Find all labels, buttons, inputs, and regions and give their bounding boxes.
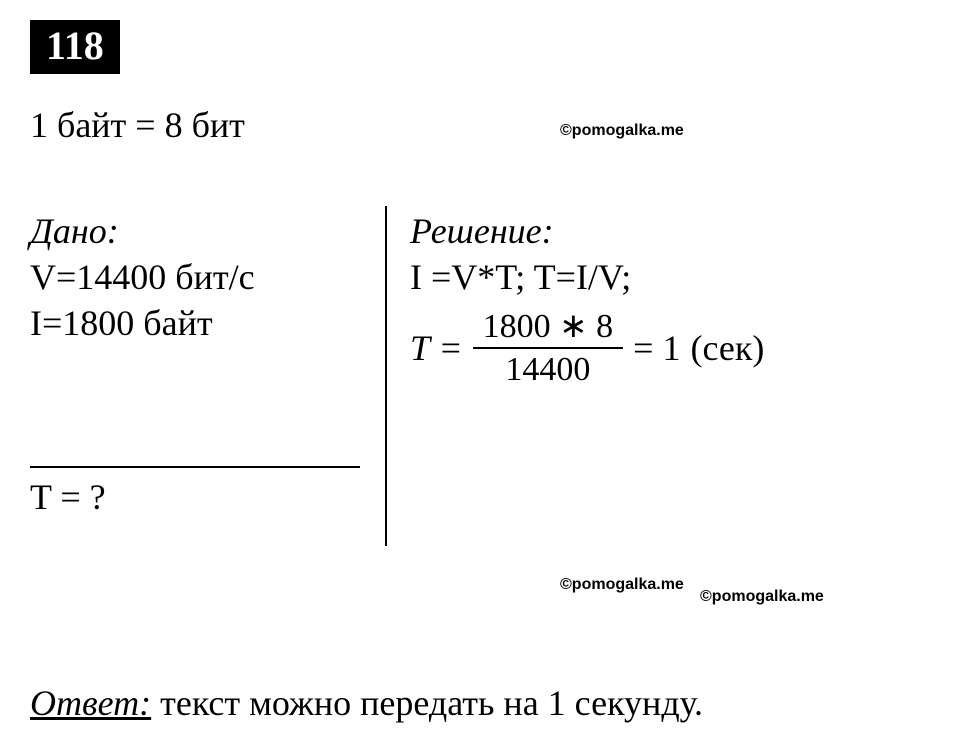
answer-text: текст можно передать на 1 секунду.: [151, 683, 703, 723]
given-v-line: V=14400 бит/с: [30, 256, 370, 298]
given-i-line: I=1800 байт: [30, 302, 370, 344]
fraction-bar: [473, 347, 624, 349]
given-solution-block: Дано: V=14400 бит/с I=1800 байт T = ? Ре…: [30, 206, 910, 546]
fraction-equals: = 1: [633, 327, 680, 369]
solution-formula-line: I =V*T; T=I/V;: [410, 256, 910, 298]
vertical-divider: [385, 206, 387, 546]
watermark-top: ©pomogalka.me: [560, 122, 684, 140]
given-title: Дано:: [30, 210, 370, 252]
watermark-bottom-right: ©pomogalka.me: [700, 588, 824, 606]
solution-title: Решение:: [410, 210, 910, 252]
answer-label: Ответ:: [30, 683, 151, 723]
fraction-unit: (сек): [690, 327, 764, 369]
solution-section: Решение: I =V*T; T=I/V; T = 1800 ∗ 8 144…: [410, 206, 910, 389]
page-root: 118 1 байт = 8 бит ©pomogalka.me Дано: V…: [0, 0, 960, 754]
given-section: Дано: V=14400 бит/с I=1800 байт: [30, 206, 370, 466]
fraction-lhs: T =: [410, 327, 463, 369]
fraction-numerator: 1800 ∗ 8: [473, 308, 624, 345]
fraction: 1800 ∗ 8 14400: [473, 308, 624, 389]
unit-conversion-line: 1 байт = 8 бит: [30, 104, 930, 146]
given-divider-line: [30, 466, 360, 468]
watermark-bottom-left: ©pomogalka.me: [560, 576, 684, 594]
problem-number-badge: 118: [30, 20, 120, 74]
t-question: T = ?: [30, 476, 106, 518]
solution-fraction-line: T = 1800 ∗ 8 14400 = 1 (сек): [410, 308, 910, 389]
answer-line: Ответ: текст можно передать на 1 секунду…: [30, 682, 703, 724]
fraction-denominator: 14400: [495, 351, 600, 388]
